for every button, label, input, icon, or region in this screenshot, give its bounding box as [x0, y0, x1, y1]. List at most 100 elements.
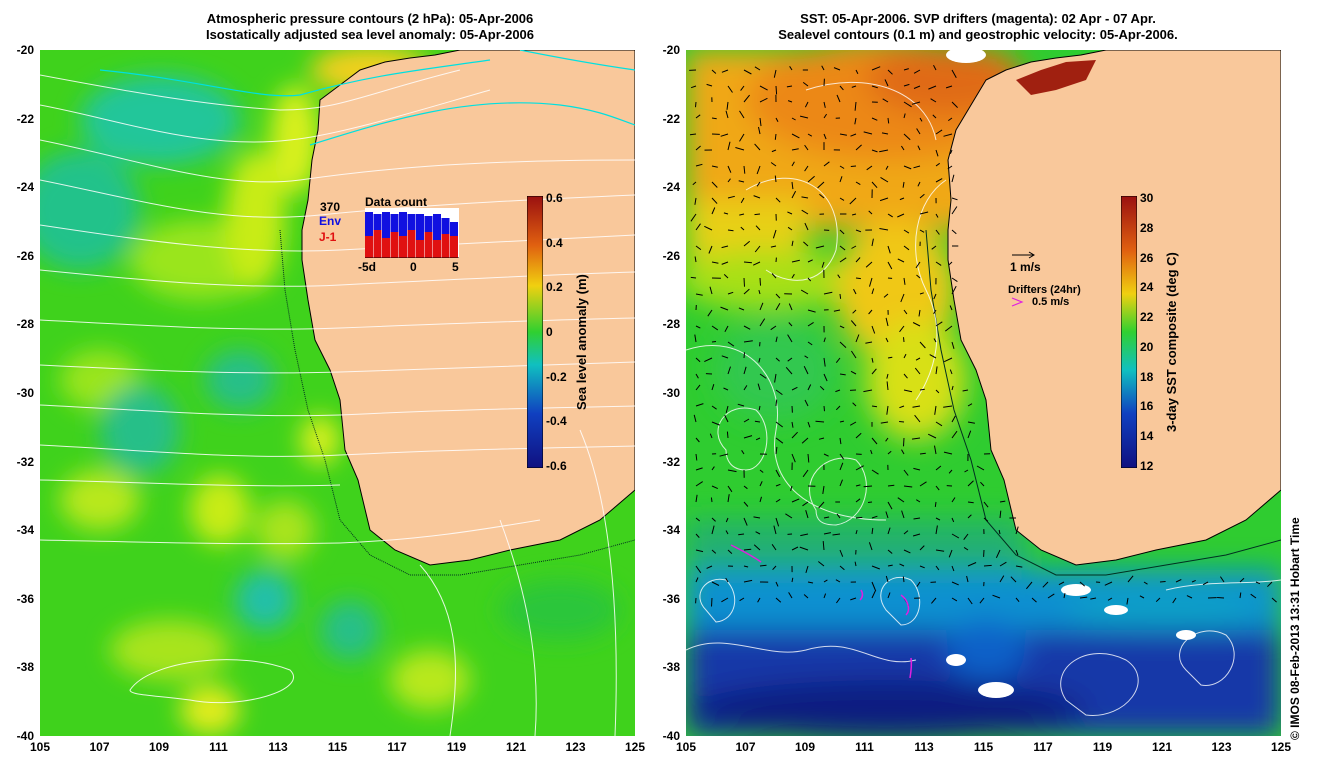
- velocity-arrow: [899, 197, 905, 201]
- velocity-arrow: [899, 421, 905, 423]
- velocity-arrow: [804, 355, 809, 359]
- velocity-arrow: [753, 544, 761, 551]
- sst-colorbar-label: 3-day SST composite (deg C): [1164, 252, 1179, 432]
- velocity-arrow: [902, 576, 905, 583]
- velocity-arrow: [927, 433, 937, 439]
- velocity-arrow: [727, 178, 731, 183]
- velocity-arrow: [759, 469, 764, 473]
- velocity-arrow: [759, 481, 763, 487]
- velocity-arrow: [711, 117, 717, 120]
- velocity-arrow: [915, 357, 921, 361]
- velocity-arrow: [807, 384, 812, 391]
- velocity-arrow: [967, 501, 974, 504]
- velocity-arrow: [787, 357, 793, 362]
- sea-level-anomaly-map[interactable]: 370 Env J-1 Data count -5d 0 5: [40, 50, 635, 736]
- velocity-arrow: [743, 548, 752, 551]
- sla-map-svg: [40, 50, 635, 736]
- velocity-arrow: [740, 85, 745, 91]
- velocity-arrow: [771, 149, 777, 153]
- velocity-arrow: [719, 453, 729, 457]
- velocity-arrow: [775, 197, 781, 203]
- velocity-arrow: [865, 341, 873, 344]
- velocity-arrow: [967, 514, 972, 519]
- velocity-arrow: [870, 449, 873, 455]
- velocity-arrow: [919, 545, 925, 551]
- velocity-arrow: [711, 466, 715, 471]
- velocity-arrow: [871, 288, 875, 295]
- velocity-arrow: [727, 165, 732, 173]
- velocity-arrow: [949, 305, 953, 311]
- velocity-arrow: [839, 373, 846, 376]
- velocity-arrow: [807, 175, 815, 183]
- velocity-arrow: [885, 511, 889, 519]
- velocity-arrow: [913, 85, 921, 89]
- velocity-arrow: [822, 541, 825, 551]
- velocity-arrow: [951, 174, 955, 183]
- velocity-arrow: [775, 581, 779, 587]
- velocity-arrow: [914, 367, 921, 375]
- velocity-arrow: [791, 190, 797, 199]
- geostrophic-velocity-arrows: [689, 64, 1277, 607]
- velocity-arrow: [935, 565, 940, 571]
- velocity-arrow: [815, 420, 825, 423]
- velocity-arrow: [775, 498, 781, 503]
- velocity-arrow: [903, 373, 908, 379]
- velocity-arrow: [738, 180, 745, 183]
- velocity-arrow: [951, 197, 958, 201]
- velocity-arrow: [743, 501, 749, 507]
- velocity-arrow: [935, 321, 943, 327]
- velocity-arrow: [850, 165, 857, 167]
- velocity-arrow: [903, 83, 910, 87]
- env-label: Env: [319, 214, 342, 228]
- shelf-contour-sst: [925, 229, 1281, 576]
- velocity-arrow: [928, 85, 937, 90]
- velocity-arrow: [818, 437, 825, 440]
- velocity-arrow: [710, 497, 713, 503]
- velocity-arrow: [913, 165, 921, 169]
- velocity-arrow: [935, 517, 941, 521]
- velocity-arrow: [839, 341, 847, 348]
- velocity-arrow: [823, 291, 833, 295]
- velocity-arrow: [775, 293, 781, 299]
- velocity-arrow: [839, 165, 845, 169]
- velocity-arrow: [807, 321, 814, 327]
- velocity-arrow: [759, 85, 768, 91]
- velocity-arrow: [1015, 565, 1023, 568]
- velocity-arrow: [695, 481, 703, 487]
- sla-colorbar-tick: 0: [546, 325, 553, 339]
- velocity-arrow: [839, 462, 844, 471]
- right-x-tick: 117: [1033, 740, 1053, 754]
- velocity-arrow: [919, 481, 927, 487]
- sst-colorbar-tick: 18: [1140, 369, 1154, 384]
- sst-colorbar-tick: 28: [1140, 220, 1154, 235]
- velocity-arrow: [790, 485, 793, 491]
- velocity-arrow: [899, 405, 905, 409]
- right-x-tick: 105: [675, 740, 697, 754]
- sst-map[interactable]: 1 m/s Drifters (24hr) 0.5 m/s: [686, 50, 1281, 736]
- velocity-arrow: [775, 303, 781, 311]
- sst-map-svg: [686, 50, 1281, 736]
- velocity-arrow: [887, 69, 893, 75]
- velocity-arrow: [695, 101, 697, 108]
- velocity-arrow: [913, 467, 921, 471]
- velocity-arrow: [1107, 597, 1113, 601]
- velocity-arrow: [803, 241, 809, 247]
- left-y-tick: -34: [16, 523, 34, 538]
- velocity-arrow: [743, 485, 748, 490]
- j1-count-bar: [399, 236, 407, 258]
- velocity-arrow: [695, 494, 698, 503]
- velocity-arrow: [886, 373, 889, 379]
- velocity-arrow: [725, 530, 729, 535]
- velocity-arrow: [855, 484, 861, 487]
- velocity-arrow: [740, 197, 745, 204]
- velocity-arrow: [947, 165, 953, 170]
- velocity-arrow: [804, 222, 809, 231]
- sla-colorbar-tick: -0.4: [546, 414, 567, 429]
- velocity-arrow: [951, 597, 958, 602]
- velocity-arrow: [799, 546, 809, 551]
- velocity-arrow: [771, 544, 777, 551]
- velocity-arrow: [711, 421, 720, 426]
- velocity-arrow: [695, 467, 703, 471]
- velocity-arrow: [773, 525, 777, 535]
- velocity-arrow: [694, 256, 697, 263]
